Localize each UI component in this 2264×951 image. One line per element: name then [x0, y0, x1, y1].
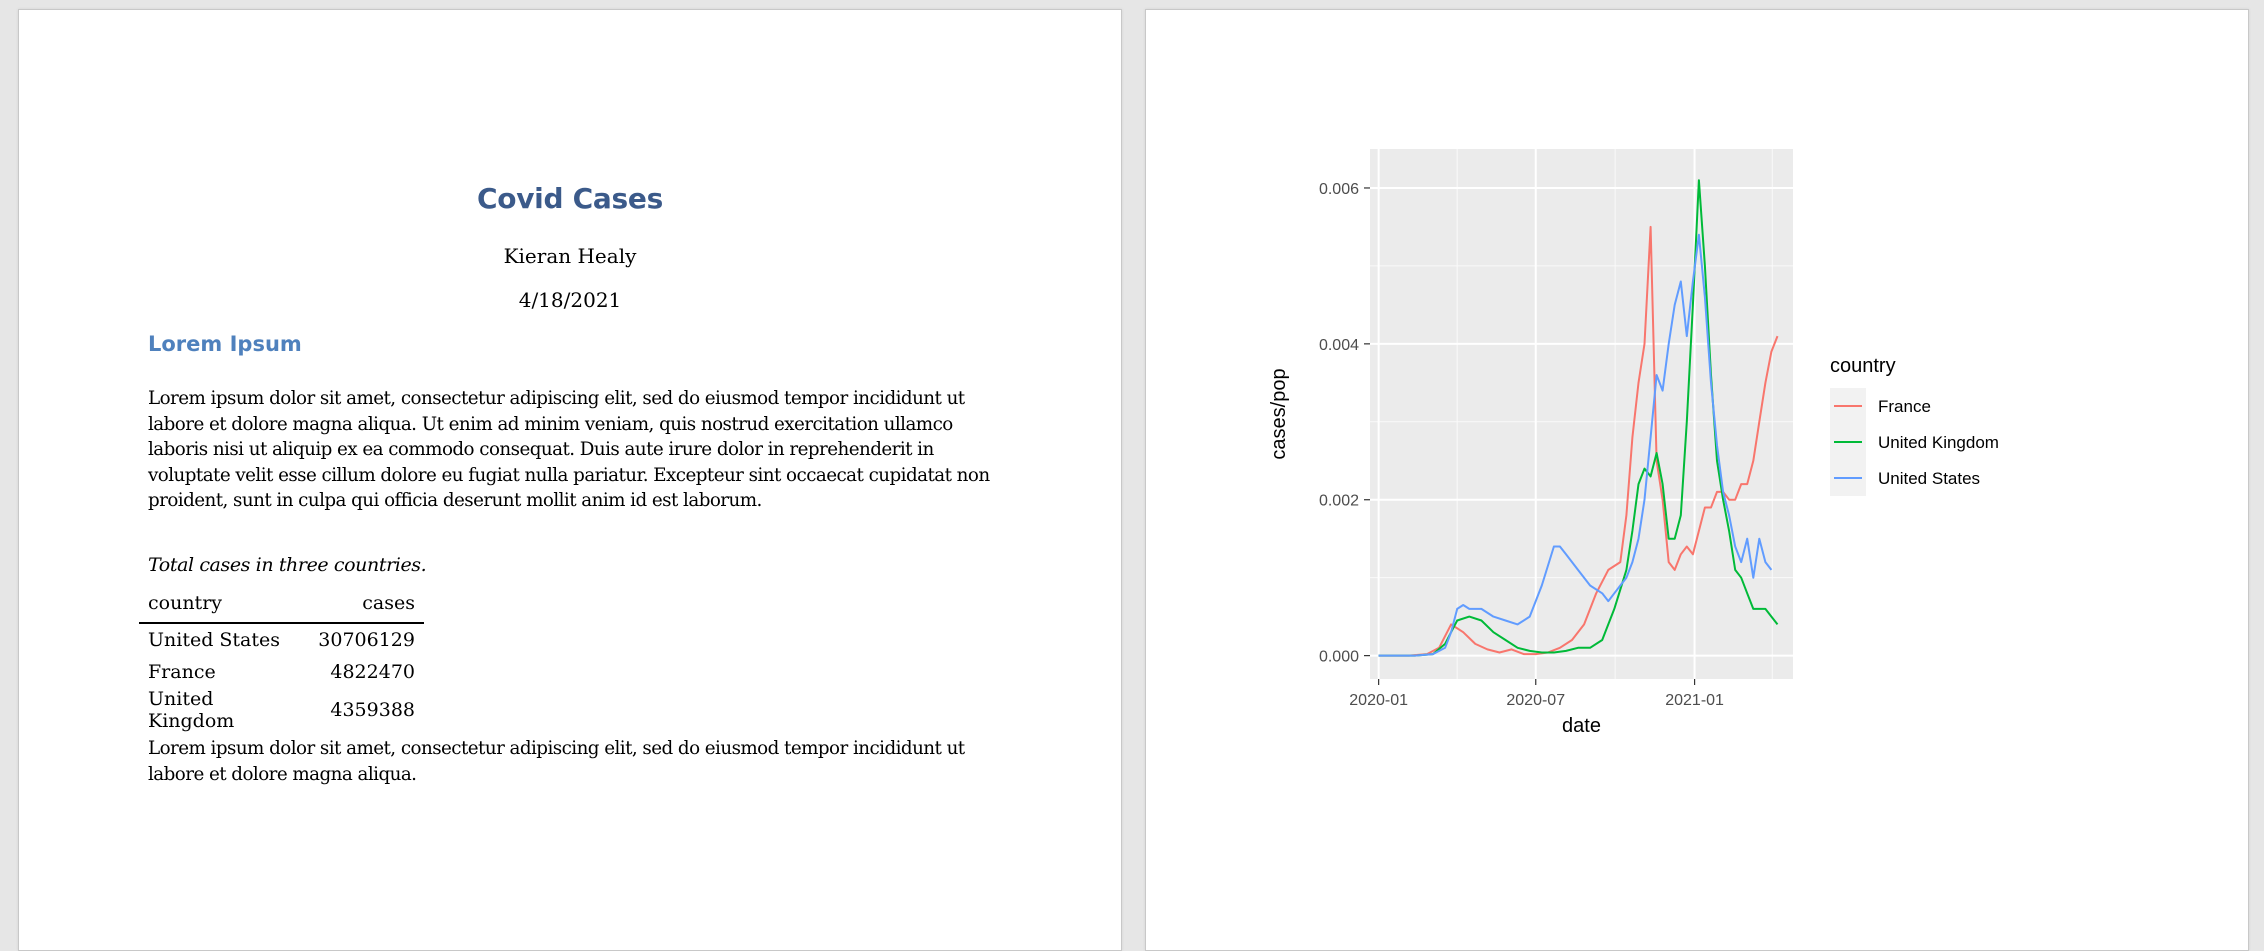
document-author: Kieran Healy: [503, 244, 637, 268]
x-tick-label: 2020-07: [1506, 692, 1565, 709]
legend-label: France: [1878, 397, 1931, 416]
cell-country: France: [148, 661, 216, 683]
table-row: United States 30706129: [139, 623, 424, 656]
document-page: Covid Cases Kieran Healy 4/18/2021 Lorem…: [18, 9, 1122, 951]
plot-panel: [1370, 149, 1793, 679]
y-tick-label: 0.006: [1319, 181, 1359, 198]
cases-table: country cases United States 30706129 Fra…: [139, 592, 424, 732]
cell-cases: 30706129: [318, 629, 415, 651]
cell-cases: 4359388: [330, 699, 415, 721]
table-row: France 4822470: [139, 656, 424, 688]
cell-country: United Kingdom: [148, 688, 235, 732]
table-caption: Total cases in three countries.: [148, 554, 427, 576]
legend-label: United Kingdom: [1878, 433, 1999, 452]
column-header-cases: cases: [309, 592, 424, 624]
body-paragraph: Lorem ipsum dolor sit amet, consectetur …: [148, 388, 990, 511]
legend-label: United States: [1878, 469, 1980, 488]
column-header-country: country: [139, 592, 310, 624]
chart-page: 0.000 0.002 0.004 0.006 2020-01 2020-07 2021-0…: [1145, 9, 2249, 951]
series-line-united-states: [1378, 233, 1773, 657]
x-tick-label: 2020-01: [1349, 692, 1408, 709]
cell-country: United States: [148, 629, 281, 651]
body-paragraph: Lorem ipsum dolor sit amet, consectetur …: [148, 738, 965, 785]
line-chart: 0.000 0.002 0.004 0.006 2020-01 2020-07 2021-0…: [1268, 149, 1999, 737]
y-tick-label: 0.002: [1319, 493, 1359, 510]
document-date: 4/18/2021: [518, 288, 622, 312]
section-heading: Lorem Ipsum: [148, 332, 302, 356]
y-tick-label: 0.000: [1319, 649, 1359, 666]
x-axis-title: date: [1562, 715, 1601, 737]
cell-cases: 4822470: [330, 661, 415, 683]
y-tick-label: 0.004: [1319, 337, 1359, 354]
x-tick-label: 2021-01: [1665, 692, 1724, 709]
document-title: Covid Cases: [477, 182, 663, 215]
table-row: United Kingdom 4359388: [139, 688, 424, 732]
series-line-france: [1378, 225, 1779, 657]
legend-title: country: [1830, 355, 1896, 377]
series-line-united-kingdom: [1378, 179, 1779, 657]
y-axis-title: cases/pop: [1268, 368, 1290, 459]
table-header-row: country cases: [139, 592, 424, 624]
